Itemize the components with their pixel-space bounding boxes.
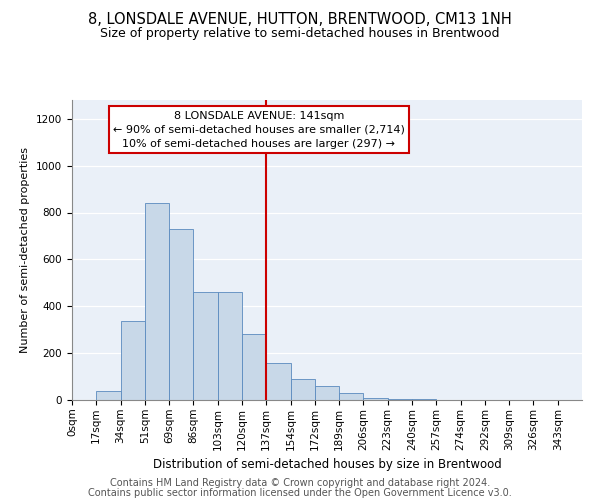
Text: Contains public sector information licensed under the Open Government Licence v3: Contains public sector information licen… — [88, 488, 512, 498]
Bar — [193, 292, 218, 400]
Bar — [242, 334, 266, 400]
Bar — [412, 399, 436, 400]
Bar — [121, 322, 145, 400]
Bar — [266, 362, 290, 400]
Bar — [388, 399, 412, 400]
Bar — [364, 398, 388, 400]
Bar — [339, 393, 364, 400]
Bar — [218, 292, 242, 400]
Text: Size of property relative to semi-detached houses in Brentwood: Size of property relative to semi-detach… — [100, 28, 500, 40]
Bar — [169, 229, 193, 400]
Bar — [96, 390, 121, 400]
X-axis label: Distribution of semi-detached houses by size in Brentwood: Distribution of semi-detached houses by … — [152, 458, 502, 471]
Y-axis label: Number of semi-detached properties: Number of semi-detached properties — [20, 147, 31, 353]
Text: 8, LONSDALE AVENUE, HUTTON, BRENTWOOD, CM13 1NH: 8, LONSDALE AVENUE, HUTTON, BRENTWOOD, C… — [88, 12, 512, 28]
Bar — [290, 379, 315, 400]
Bar — [315, 386, 339, 400]
Text: 8 LONSDALE AVENUE: 141sqm
← 90% of semi-detached houses are smaller (2,714)
10% : 8 LONSDALE AVENUE: 141sqm ← 90% of semi-… — [113, 110, 405, 148]
Text: Contains HM Land Registry data © Crown copyright and database right 2024.: Contains HM Land Registry data © Crown c… — [110, 478, 490, 488]
Bar — [145, 203, 169, 400]
